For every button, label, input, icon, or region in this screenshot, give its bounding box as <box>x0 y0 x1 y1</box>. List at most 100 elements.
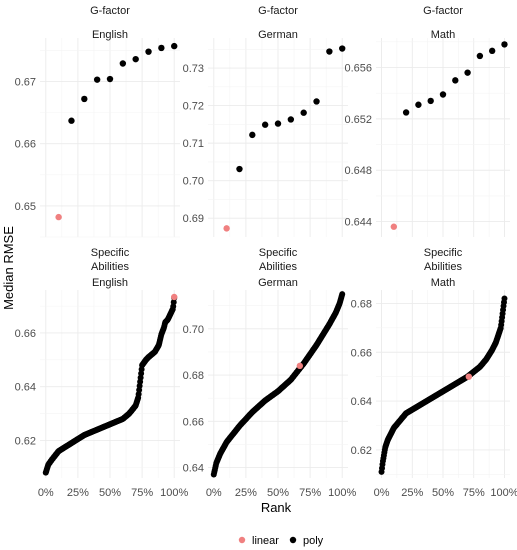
y-tick-label: 0.66 <box>15 328 36 340</box>
y-tick-label: 0.70 <box>183 176 204 188</box>
x-tick-label: 100% <box>490 487 517 499</box>
data-point-poly <box>402 109 410 116</box>
data-point-poly <box>300 109 307 116</box>
y-tick-label: 0.652 <box>344 114 372 126</box>
legend-label-poly: poly <box>303 535 324 547</box>
y-tick-label: 0.71 <box>183 138 204 150</box>
data-point-linear <box>55 213 62 221</box>
y-tick-label: 0.64 <box>15 382 36 394</box>
x-tick-label: 0% <box>374 487 390 499</box>
legend-label-linear: linear <box>252 535 279 547</box>
strip-label-row-line1: Specific <box>91 247 130 259</box>
strip-label-row-line2: Abilities <box>91 261 129 273</box>
x-tick-label: 75% <box>463 487 485 499</box>
data-point-poly <box>249 131 256 139</box>
data-point-poly <box>287 116 295 123</box>
x-tick-label: 50% <box>99 487 121 499</box>
data-point-poly <box>106 75 114 83</box>
data-point-poly <box>313 98 320 105</box>
data-point-poly <box>326 48 333 55</box>
strip-label-row-line1: Specific <box>259 247 298 259</box>
strip-label-row: G-factor <box>258 5 298 17</box>
strip-label-col: English <box>92 277 128 289</box>
panel-gfactor-english: 0.65 0.66 0.67 G-factor English <box>15 5 180 238</box>
data-point-poly <box>439 91 447 98</box>
y-axis-title: Median RMSE <box>1 226 16 310</box>
strip-label-col: English <box>92 29 128 41</box>
strip-label-row-line1: Specific <box>424 247 463 259</box>
y-tick-label: 0.648 <box>344 165 372 177</box>
x-tick-label: 50% <box>267 487 289 499</box>
x-tick-label: 25% <box>235 487 257 499</box>
y-tick-label: 0.68 <box>183 370 204 382</box>
panels: 0.650.660.67G-factorEnglish0.690.700.710… <box>15 5 517 499</box>
y-tick-label: 0.72 <box>183 101 204 113</box>
legend-key-poly <box>289 536 297 544</box>
data-point-linear <box>390 223 398 230</box>
y-tick-label: 0.70 <box>183 324 204 336</box>
data-point-poly <box>93 76 101 83</box>
y-tick-label: 0.66 <box>15 139 36 151</box>
data-point-poly <box>274 120 282 127</box>
legend-key-linear <box>238 536 246 544</box>
x-tick-label: 75% <box>299 487 321 499</box>
data-point-poly <box>464 69 471 76</box>
strip-label-row-line2: Abilities <box>259 261 297 273</box>
x-tick-label: 0% <box>206 487 222 499</box>
strip-label-col: German <box>258 29 298 41</box>
data-point-poly <box>415 101 422 108</box>
strip-label-row: G-factor <box>90 5 130 17</box>
data-point-linear <box>223 225 230 232</box>
data-point-poly <box>119 60 127 67</box>
y-tick-label: 0.66 <box>351 347 372 359</box>
data-point-poly <box>501 295 508 302</box>
panel-gfactor-math: 0.644 0.648 0.652 0.656 G-factor Math <box>344 5 510 237</box>
x-tick-label: 100% <box>160 487 188 499</box>
y-tick-label: 0.65 <box>15 201 36 213</box>
data-point-poly <box>132 55 139 63</box>
data-point-linear <box>465 373 473 380</box>
panel-specific-math: 0.62 0.64 0.66 0.68 Specific Abilities Math 0% 2… <box>351 247 517 499</box>
panel-specific-german: 0.64 0.66 0.68 0.70 Specific Abilities German 0… <box>183 247 357 499</box>
data-point-poly <box>158 44 165 52</box>
panel-gfactor-german: 0.69 0.70 0.71 0.72 0.73 G-factor German <box>183 5 348 237</box>
y-tick-label: 0.64 <box>183 463 204 475</box>
data-point-poly <box>236 165 243 173</box>
data-point-poly <box>171 42 178 50</box>
x-tick-label: 100% <box>328 487 356 499</box>
y-tick-label: 0.62 <box>351 445 372 457</box>
y-tick-label: 0.66 <box>183 416 204 428</box>
data-point-poly <box>145 48 152 55</box>
data-point-linear <box>171 293 178 301</box>
y-tick-label: 0.656 <box>344 63 372 75</box>
y-tick-label: 0.644 <box>344 217 372 229</box>
legend: linear poly <box>238 535 324 547</box>
strip-label-row-line2: Abilities <box>424 261 462 273</box>
x-tick-label: 75% <box>131 487 153 499</box>
y-tick-label: 0.69 <box>183 213 204 225</box>
panel-specific-english: 0.62 0.64 0.66 Specific Abilities English 0% 25… <box>15 247 189 499</box>
data-point-poly <box>501 41 508 48</box>
strip-label-col: Math <box>431 277 455 289</box>
data-point-poly <box>488 47 496 55</box>
x-tick-label: 0% <box>38 487 54 499</box>
strip-label-col: Math <box>431 29 455 41</box>
data-point-poly <box>81 95 88 103</box>
data-point-poly <box>452 77 459 84</box>
data-point-poly <box>68 117 75 124</box>
data-point-linear <box>296 362 304 370</box>
x-axis-title: Rank <box>261 500 292 515</box>
data-point-poly <box>339 45 346 52</box>
y-tick-label: 0.62 <box>15 435 36 447</box>
y-tick-label: 0.67 <box>15 77 36 89</box>
x-tick-label: 50% <box>432 487 454 499</box>
x-tick-label: 25% <box>67 487 89 499</box>
data-point-poly <box>476 52 484 60</box>
y-tick-label: 0.68 <box>351 298 372 310</box>
strip-label-col: German <box>258 277 298 289</box>
data-point-poly <box>427 97 434 105</box>
data-point-poly <box>339 291 346 298</box>
x-tick-label: 25% <box>401 487 423 499</box>
strip-label-row: G-factor <box>423 5 463 17</box>
y-tick-label: 0.64 <box>351 396 372 408</box>
